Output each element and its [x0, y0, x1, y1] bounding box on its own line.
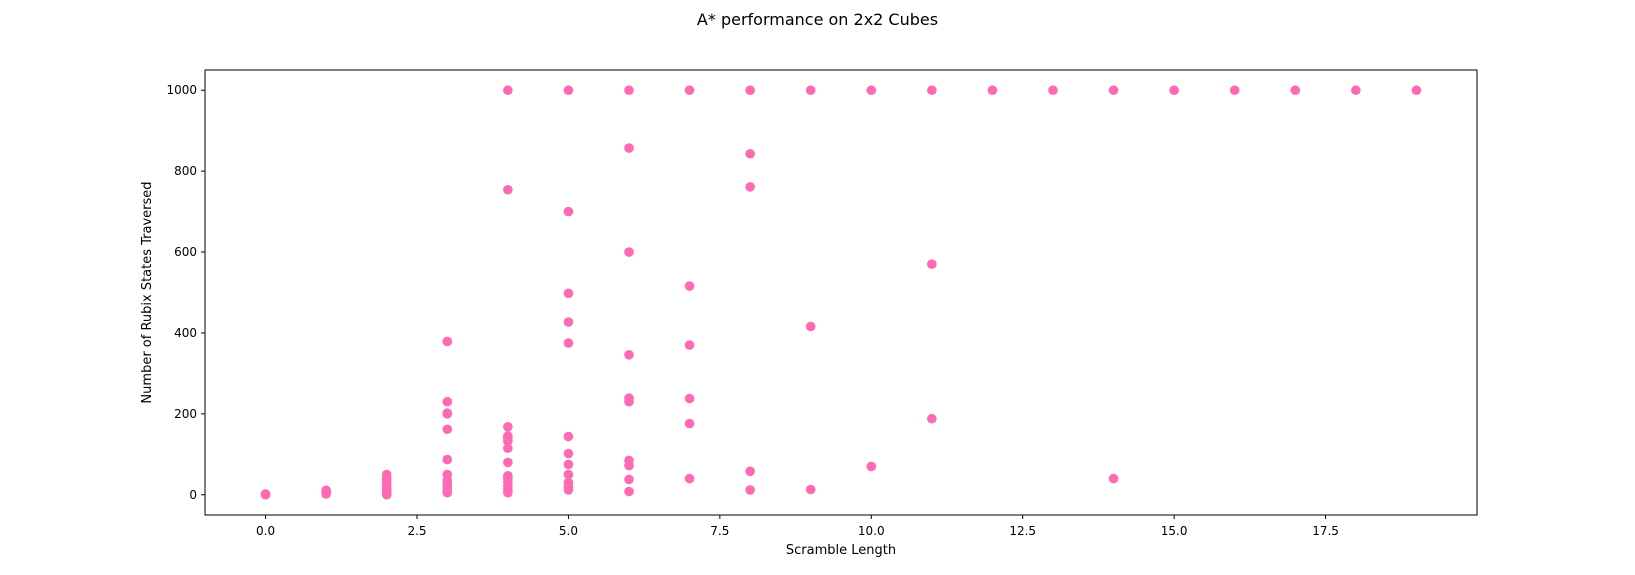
scatter-point — [442, 424, 453, 435]
scatter-point — [442, 336, 453, 347]
scatter-point — [745, 485, 755, 495]
scatter-point — [442, 469, 453, 480]
y-tick-label: 800 — [174, 164, 197, 178]
scatter-point — [624, 486, 634, 497]
x-axis-label: Scramble Length — [786, 543, 896, 558]
scatter-point — [563, 338, 574, 348]
scatter-point — [563, 477, 574, 488]
scatter-point — [745, 466, 755, 477]
scatter-point — [563, 459, 574, 470]
scatter-point — [503, 443, 513, 454]
y-tick-label: 600 — [174, 245, 197, 259]
x-tick-label: 5.0 — [559, 524, 578, 538]
scatter-point — [745, 148, 755, 159]
scatter-point — [563, 206, 574, 217]
scatter-point — [684, 281, 695, 291]
scatter-point — [624, 474, 634, 485]
x-tick-label: 7.5 — [710, 524, 729, 538]
scatter-point — [1048, 85, 1058, 96]
scatter-point — [1108, 473, 1119, 484]
scatter-point — [624, 85, 634, 96]
scatter-point — [684, 418, 695, 429]
scatter-point — [442, 408, 453, 418]
scatter-point — [260, 489, 271, 499]
scatter-point — [503, 431, 513, 441]
scatter-point — [927, 413, 937, 424]
scatter-point — [563, 469, 574, 480]
scatter-point — [684, 473, 695, 484]
y-tick-label: 0 — [189, 488, 197, 502]
y-axis-label: Number of Rubix States Traversed — [140, 181, 155, 403]
scatter-point — [563, 448, 574, 459]
scatter-point — [563, 317, 574, 327]
scatter-point — [624, 350, 634, 360]
scatter-point — [442, 454, 453, 465]
scatter-point — [1169, 85, 1179, 96]
scatter-point — [745, 85, 755, 96]
scatter-point — [987, 85, 998, 96]
scatter-point — [563, 288, 574, 299]
scatter-points — [260, 85, 1422, 500]
scatter-point — [684, 393, 695, 404]
scatter-point — [624, 247, 634, 257]
scatter-point — [503, 85, 513, 96]
scatter-point — [1290, 85, 1301, 96]
scatter-point — [1411, 85, 1422, 96]
scatter-point — [684, 85, 695, 96]
y-tick-label: 200 — [174, 407, 197, 421]
scatter-point — [805, 321, 816, 332]
scatter-point — [1351, 85, 1361, 96]
scatter-point — [442, 396, 453, 407]
scatter-point — [503, 470, 513, 481]
scatter-point — [624, 393, 634, 403]
scatter-point — [805, 484, 816, 495]
x-axis-ticks: 0.0 2.5 5.0 7.5 10.0 12.5 15.0 17.5 — [256, 515, 1339, 538]
scatter-point — [927, 85, 937, 96]
scatter-point — [563, 431, 574, 442]
chart-title: A* performance on 2x2 Cubes — [697, 10, 938, 29]
scatter-point — [503, 184, 513, 195]
x-tick-label: 0.0 — [256, 524, 275, 538]
x-tick-label: 10.0 — [858, 524, 885, 538]
y-axis-ticks: 0 200 400 600 800 1000 — [166, 83, 205, 502]
x-tick-label: 17.5 — [1312, 524, 1339, 538]
scatter-point — [927, 259, 937, 269]
scatter-point — [745, 182, 755, 192]
scatter-point — [1108, 85, 1119, 96]
scatter-point — [503, 422, 513, 432]
x-tick-label: 2.5 — [407, 524, 426, 538]
scatter-point — [381, 469, 392, 480]
scatter-point — [624, 143, 634, 153]
scatter-point — [321, 485, 331, 496]
y-tick-label: 400 — [174, 326, 197, 340]
scatter-point — [866, 461, 877, 472]
scatter-point — [563, 85, 574, 96]
y-tick-label: 1000 — [166, 83, 197, 97]
scatter-point — [503, 457, 513, 468]
scatter-point — [805, 85, 816, 96]
x-tick-label: 12.5 — [1009, 524, 1036, 538]
scatter-point — [866, 85, 877, 96]
scatter-point — [624, 455, 634, 466]
x-tick-label: 15.0 — [1161, 524, 1188, 538]
scatter-point — [684, 340, 695, 350]
plot-area — [204, 69, 1478, 516]
scatter-point — [1229, 85, 1240, 96]
